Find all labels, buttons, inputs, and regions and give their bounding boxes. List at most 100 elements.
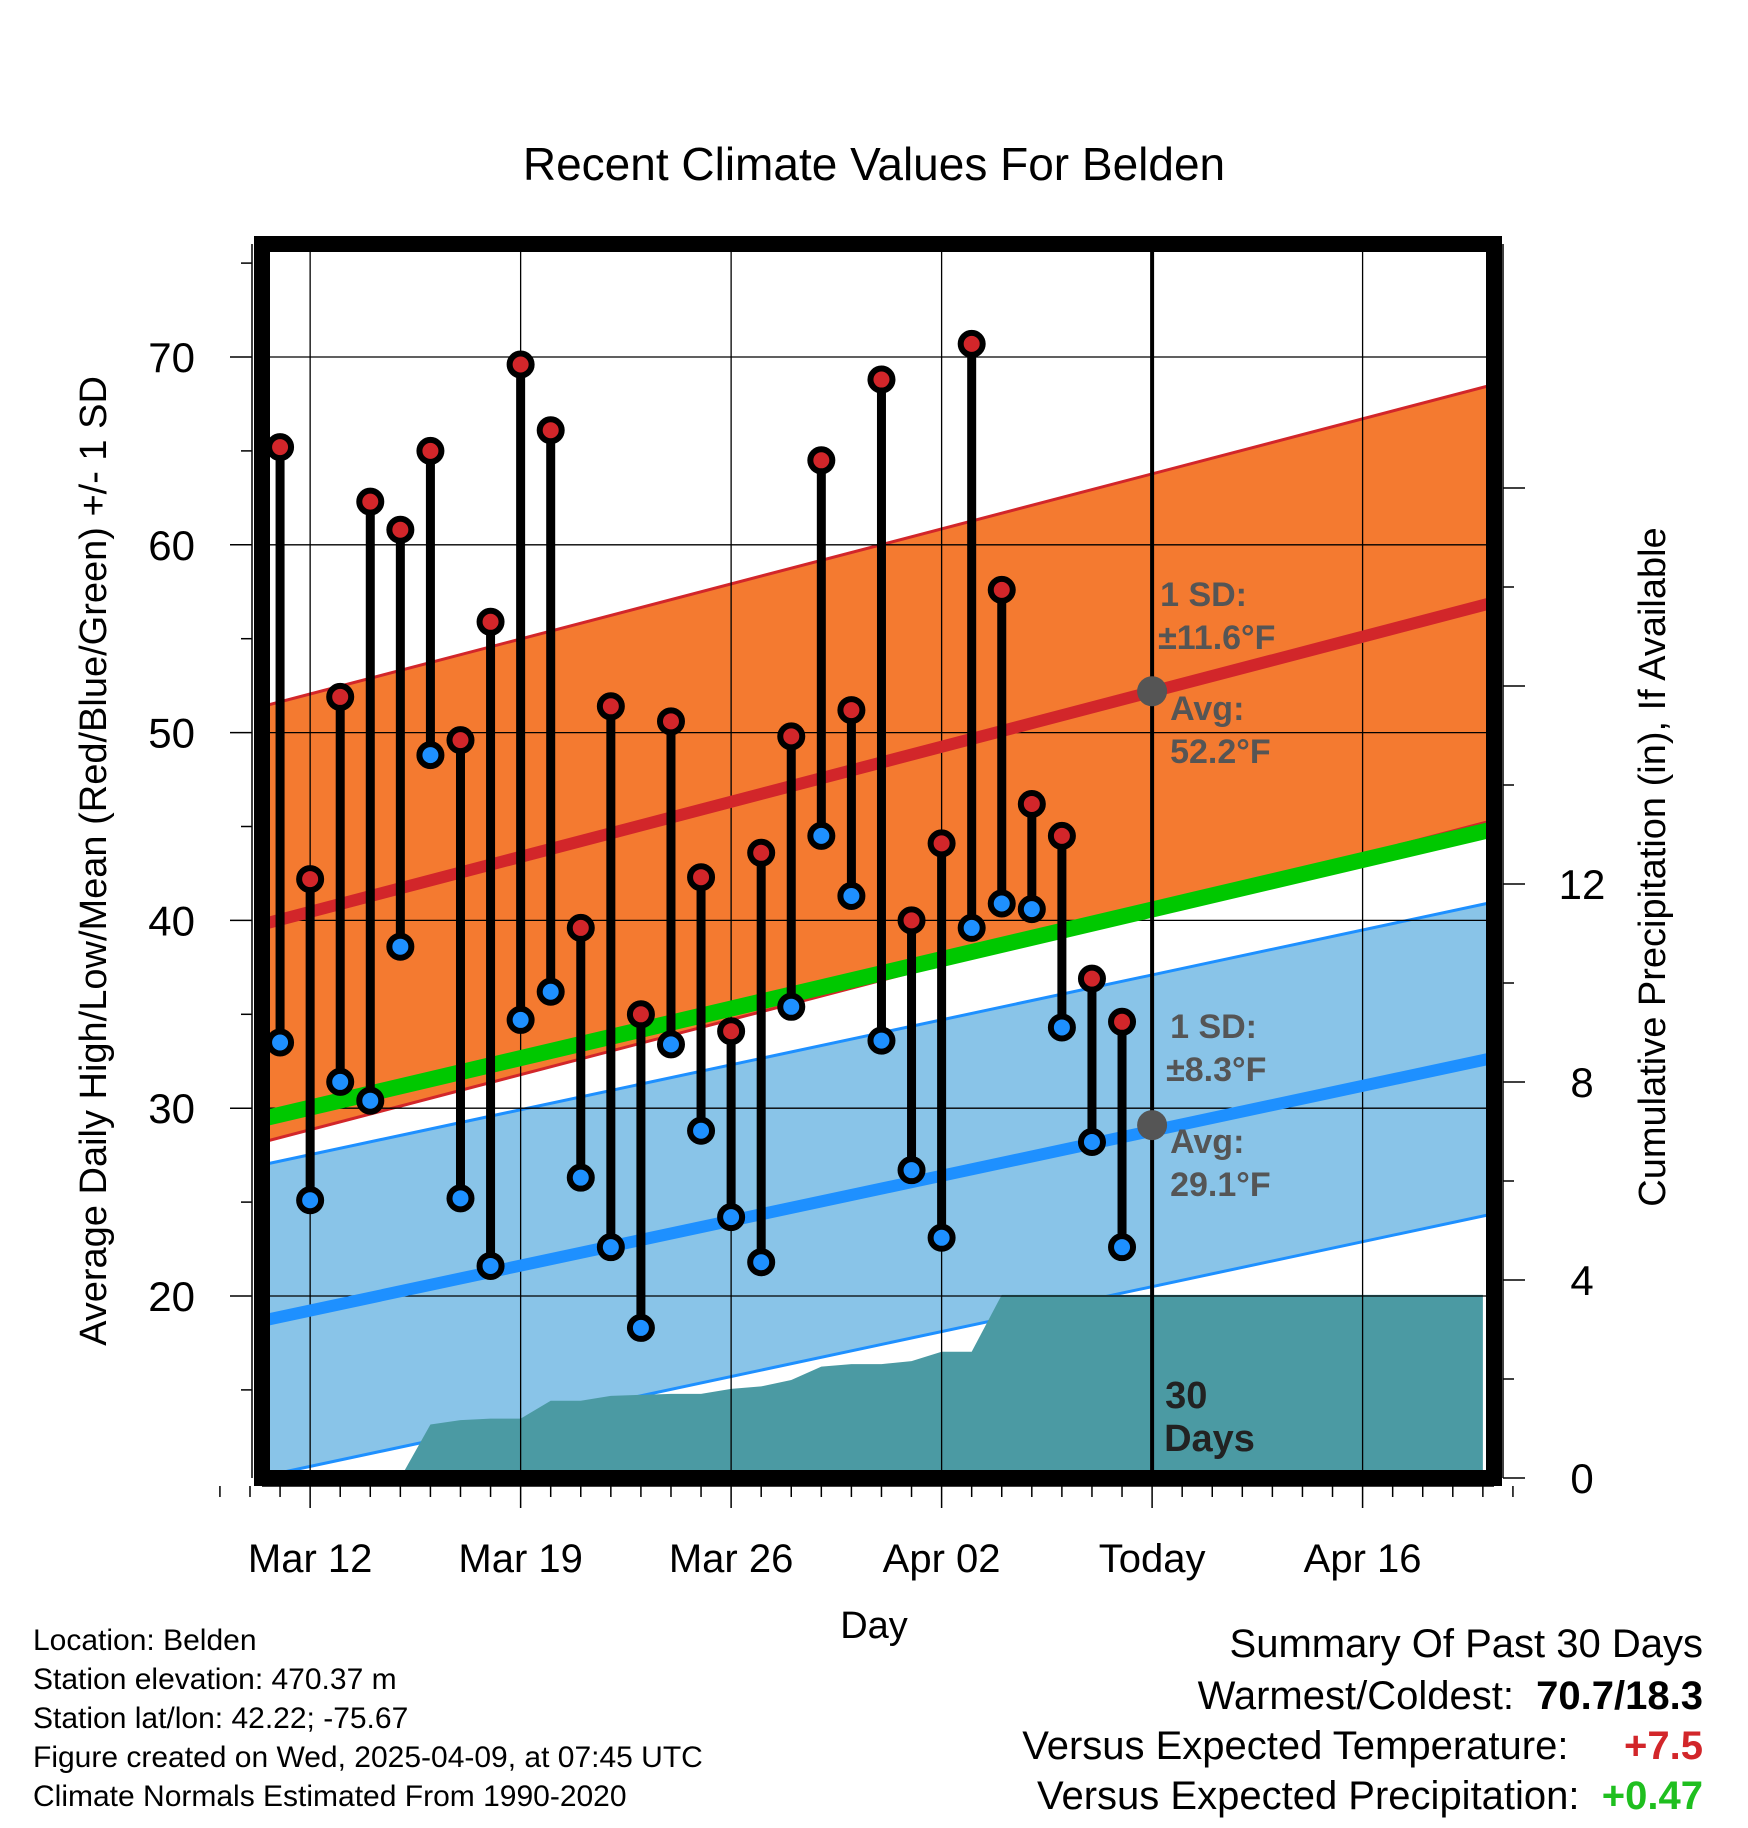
warm-cold-label: Warmest/Coldest: [1197, 1674, 1514, 1718]
daily-low-point [1077, 1128, 1106, 1157]
summary-title: Summary Of Past 30 Days [1230, 1622, 1703, 1667]
low-avg-label: Avg: [1170, 1123, 1244, 1161]
station-info: Location: Belden Station elevation: 470.… [33, 1621, 703, 1816]
y2-tick-label: 0 [1570, 1455, 1593, 1502]
daily-low-point [566, 1163, 595, 1192]
daily-high-point [506, 350, 535, 379]
daily-low-point [386, 932, 415, 961]
normal-high-line [262, 596, 1494, 931]
x-tick-label: Apr 16 [1304, 1537, 1422, 1581]
daily-high-point [957, 329, 986, 358]
x-tick-label: Apr 02 [883, 1537, 1001, 1581]
created-line: Figure created on Wed, 2025-04-09, at 07… [33, 1741, 703, 1774]
y2-tick-label: 12 [1559, 861, 1606, 908]
daily-low-point [446, 1184, 475, 1213]
temp-label: Versus Expected Temperature: [1022, 1724, 1569, 1768]
precip-value: +0.47 [1601, 1774, 1703, 1818]
daily-high-point [386, 515, 415, 544]
high-avg-label: Avg: [1170, 690, 1244, 728]
plot-area [262, 244, 1494, 1478]
normals-line: Climate Normals Estimated From 1990-2020 [33, 1780, 627, 1813]
chart-title: Recent Climate Values For Belden [523, 138, 1225, 190]
daily-low-point [1108, 1233, 1137, 1262]
normal-mean-line [262, 820, 1494, 1128]
daily-high-point [837, 696, 866, 725]
normal-low-line [262, 1051, 1494, 1327]
daily-low-point [747, 1248, 776, 1277]
y2-axis-label: Cumulative Precipitation (in), If Availa… [1632, 527, 1674, 1206]
location-line: Location: Belden [33, 1624, 257, 1657]
high-avg-value: 52.2°F [1170, 733, 1271, 771]
y2-tick-label: 4 [1570, 1257, 1593, 1304]
window-days-unit: Days [1164, 1418, 1255, 1460]
daily-high-point [987, 575, 1016, 604]
y-tick-label: 20 [148, 1273, 195, 1320]
daily-high-point [927, 829, 956, 858]
x-tick-label: Mar 26 [669, 1537, 794, 1581]
daily-high-point [326, 682, 355, 711]
daily-low-point [717, 1203, 746, 1232]
daily-low-point [656, 1030, 685, 1059]
daily-high-point [656, 707, 685, 736]
daily-high-point [476, 607, 505, 636]
daily-low-point [296, 1186, 325, 1215]
y-tick-label: 70 [148, 334, 195, 381]
daily-high-point [356, 487, 385, 516]
daily-high-point [747, 838, 776, 867]
y-tick-label: 60 [148, 522, 195, 569]
daily-low-point [1047, 1013, 1076, 1042]
right-y-axis: 0 4 8 12 [1502, 244, 1606, 1502]
daily-high-point [536, 416, 565, 445]
x-tick-label: Mar 19 [458, 1537, 583, 1581]
y-tick-label: 50 [148, 710, 195, 757]
daily-high-point [566, 913, 595, 942]
daily-low-point [807, 821, 836, 850]
summary-title-text: Summary Of Past 30 Days [1229, 1622, 1703, 1666]
daily-high-point [296, 865, 325, 894]
daily-low-point [416, 741, 445, 770]
precip-label: Versus Expected Precipitation: [1037, 1774, 1580, 1818]
today-annotations: 1 SD: ±11.6°F Avg: 52.2°F 1 SD: ±8.3°F A… [1137, 576, 1275, 1460]
elevation-line: Station elevation: 470.37 m [33, 1663, 397, 1696]
x-axis-label: Day [840, 1605, 908, 1647]
daily-low-point [266, 1028, 295, 1057]
summary-warm-cold: Warmest/Coldest: 70.7/18.3 [1198, 1674, 1703, 1719]
daily-high-point [596, 692, 625, 721]
daily-low-point [777, 992, 806, 1021]
latlon-line: Station lat/lon: 42.22; -75.67 [33, 1702, 409, 1735]
low-sd-label: 1 SD: [1170, 1008, 1257, 1046]
daily-low-point [476, 1251, 505, 1280]
daily-high-point [1017, 789, 1046, 818]
x-axis: Mar 12 Mar 19 Mar 26 Apr 02 Today Apr 16 [219, 1485, 1514, 1581]
temp-value: +7.5 [1624, 1724, 1703, 1768]
daily-high-point [807, 446, 836, 475]
daily-low-point [957, 913, 986, 942]
daily-low-point [626, 1313, 655, 1342]
daily-low-point [897, 1156, 926, 1185]
today-avg-low-marker [1137, 1110, 1168, 1141]
y-tick-label: 40 [148, 897, 195, 944]
daily-low-point [1017, 895, 1046, 924]
y-tick-label: 30 [148, 1085, 195, 1132]
left-y-axis: 20 30 40 50 60 70 [148, 244, 253, 1478]
daily-high-point [1047, 821, 1076, 850]
plot-frame [254, 236, 1502, 1486]
daily-high-point [687, 863, 716, 892]
daily-high-point [717, 1017, 746, 1046]
daily-high-point [777, 722, 806, 751]
daily-high-point [416, 436, 445, 465]
y-axis-label: Average Daily High/Low/Mean (Red/Blue/Gr… [73, 376, 115, 1346]
daily-range-bars [262, 329, 1137, 1342]
daily-high-point [266, 433, 295, 462]
daily-low-point [326, 1067, 355, 1096]
daily-low-point [356, 1086, 385, 1115]
summary-precip: Versus Expected Precipitation: +0.47 [1037, 1774, 1703, 1819]
low-sd-value: ±8.3°F [1166, 1051, 1266, 1089]
daily-high-point [1108, 1007, 1137, 1036]
daily-low-point [927, 1223, 956, 1252]
daily-high-point [446, 726, 475, 755]
summary-temp: Versus Expected Temperature: +7.5 [1022, 1724, 1703, 1769]
daily-low-point [596, 1233, 625, 1262]
today-avg-high-marker [1137, 676, 1168, 707]
daily-high-point [1077, 964, 1106, 993]
